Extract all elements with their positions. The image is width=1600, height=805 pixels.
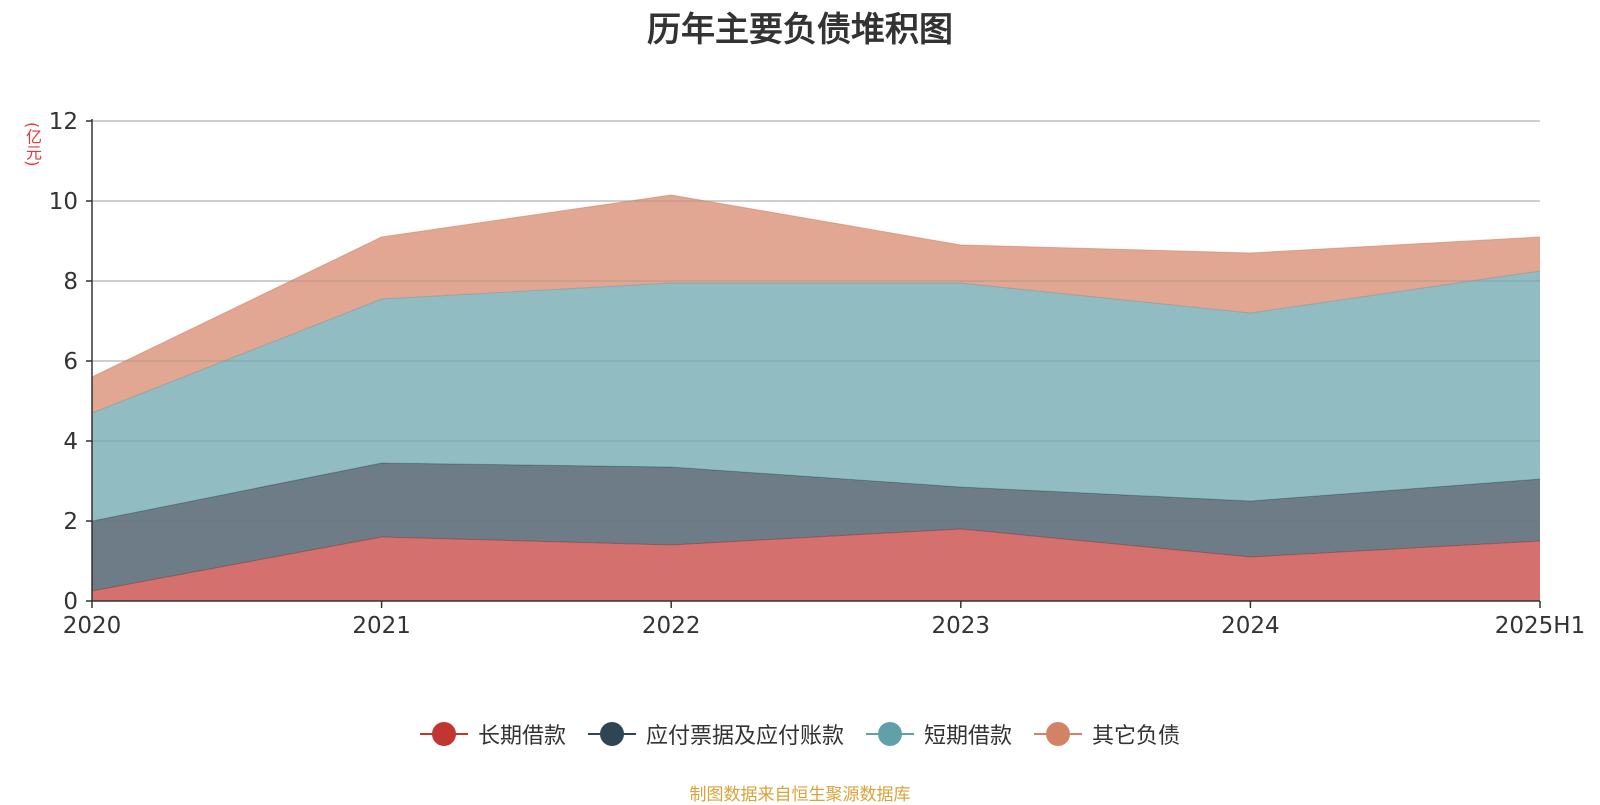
y-tick-label: 2 [63,509,78,535]
legend-label: 应付票据及应付账款 [645,724,844,749]
legend-item-notes-and-accounts-payable[interactable]: 应付票据及应付账款 [587,718,844,750]
y-tick-label: 12 [49,109,78,135]
area-series-0 [92,529,1540,601]
x-tick-label: 2024 [1221,613,1280,639]
area-series-2 [92,271,1540,521]
x-tick-label: 2025H1 [1495,613,1585,639]
x-tick-label: 2021 [352,613,411,639]
chart-legend: 长期借款 应付票据及应付账款 短期借款 其它负债 [0,718,1600,750]
legend-label: 长期借款 [477,724,566,749]
legend-item-other-liabilities[interactable]: 其它负债 [1034,718,1180,750]
x-tick-label: 2022 [642,613,701,639]
legend-item-short-term-loans[interactable]: 短期借款 [866,718,1012,750]
y-tick-label: 10 [49,189,78,215]
legend-marker-icon [866,721,914,747]
x-tick-label: 2023 [932,613,991,639]
legend-label: 其它负债 [1092,724,1181,749]
x-tick-label: 2020 [63,613,122,639]
legend-marker-icon [419,721,468,747]
area-series-1 [92,463,1540,591]
legend-marker-icon [587,721,636,747]
area-series-3 [92,195,1540,413]
y-tick-label: 8 [63,269,78,295]
y-tick-label: 6 [63,349,78,375]
chart-title: 历年主要负债堆积图 [647,10,953,50]
legend-label: 短期借款 [924,724,1013,749]
data-source-note: 制图数据来自恒生聚源数据库 [689,785,911,805]
series-line-3 [91,194,1541,378]
y-tick-label: 4 [63,429,78,455]
y-tick-label: 0 [63,589,78,615]
legend-item-long-term-loans[interactable]: 长期借款 [419,718,566,750]
legend-marker-icon [1034,721,1083,747]
y-axis-unit-label: (亿元) [23,122,42,167]
